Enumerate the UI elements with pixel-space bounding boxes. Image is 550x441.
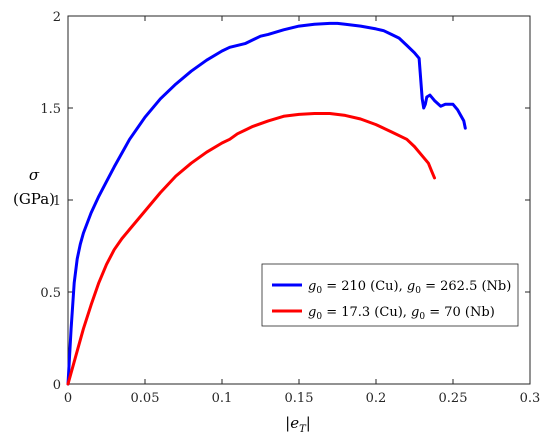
legend-label-segment: 0 — [316, 286, 322, 296]
y-tick-label: 2 — [53, 10, 61, 25]
y-axis-ticks: 0 0.5 1 1.5 2 — [40, 10, 530, 393]
y-axis-label-unit: (GPa) — [13, 190, 55, 208]
legend-label-segment: g — [411, 305, 419, 320]
x-axis-label-bar-left: | — [285, 414, 290, 432]
x-axis-label-e: e — [290, 414, 299, 432]
y-axis-label-symbol: σ — [29, 166, 40, 184]
legend-label-segment: g — [308, 279, 316, 294]
legend-label-segment: 0 — [419, 312, 425, 322]
x-axis-label: |eT| — [285, 414, 311, 435]
legend: g0 = 210 (Cu), g0 = 262.5 (Nb)g0 = 17.3 … — [261, 263, 519, 327]
x-axis-label-sub: T — [299, 424, 307, 435]
y-tick-label: 1.5 — [40, 102, 61, 117]
series-line-1 — [66, 21, 467, 386]
y-tick-label: 0 — [53, 378, 61, 393]
legend-label-segment: g — [407, 279, 415, 294]
x-tick-label: 0 — [64, 391, 72, 406]
axes-box — [67, 15, 531, 385]
x-tick-label: 0.3 — [520, 391, 541, 406]
series-line-2 — [66, 112, 436, 386]
x-tick-label: 0.05 — [131, 391, 160, 406]
legend-label-segment: = 262.5 (Nb) — [421, 279, 511, 294]
legend-label-2: g0 = 17.3 (Cu), g0 = 70 (Nb) — [308, 305, 495, 322]
plot-area — [67, 15, 531, 385]
legend-label-segment: g — [308, 305, 316, 320]
legend-label-segment: = 210 (Cu), — [322, 279, 407, 294]
legend-label-segment: 0 — [316, 312, 322, 322]
x-axis-label-bar-right: | — [306, 414, 311, 432]
x-tick-label: 0.2 — [366, 391, 387, 406]
y-tick-label: 1 — [53, 194, 61, 209]
x-tick-label: 0.15 — [285, 391, 314, 406]
series-layer — [66, 21, 467, 386]
x-tick-label: 0.1 — [212, 391, 233, 406]
y-tick-label: 0.5 — [40, 286, 61, 301]
legend-box — [261, 263, 519, 327]
x-tick-label: 0.25 — [439, 391, 468, 406]
x-axis-ticks: 0 0.05 0.1 0.15 0.2 0.25 0.3 — [64, 16, 540, 406]
legend-label-segment: 0 — [415, 286, 421, 296]
legend-label-segment: = 17.3 (Cu), — [322, 305, 411, 320]
legend-label-1: g0 = 210 (Cu), g0 = 262.5 (Nb) — [308, 279, 511, 296]
legend-label-segment: = 70 (Nb) — [425, 305, 495, 320]
